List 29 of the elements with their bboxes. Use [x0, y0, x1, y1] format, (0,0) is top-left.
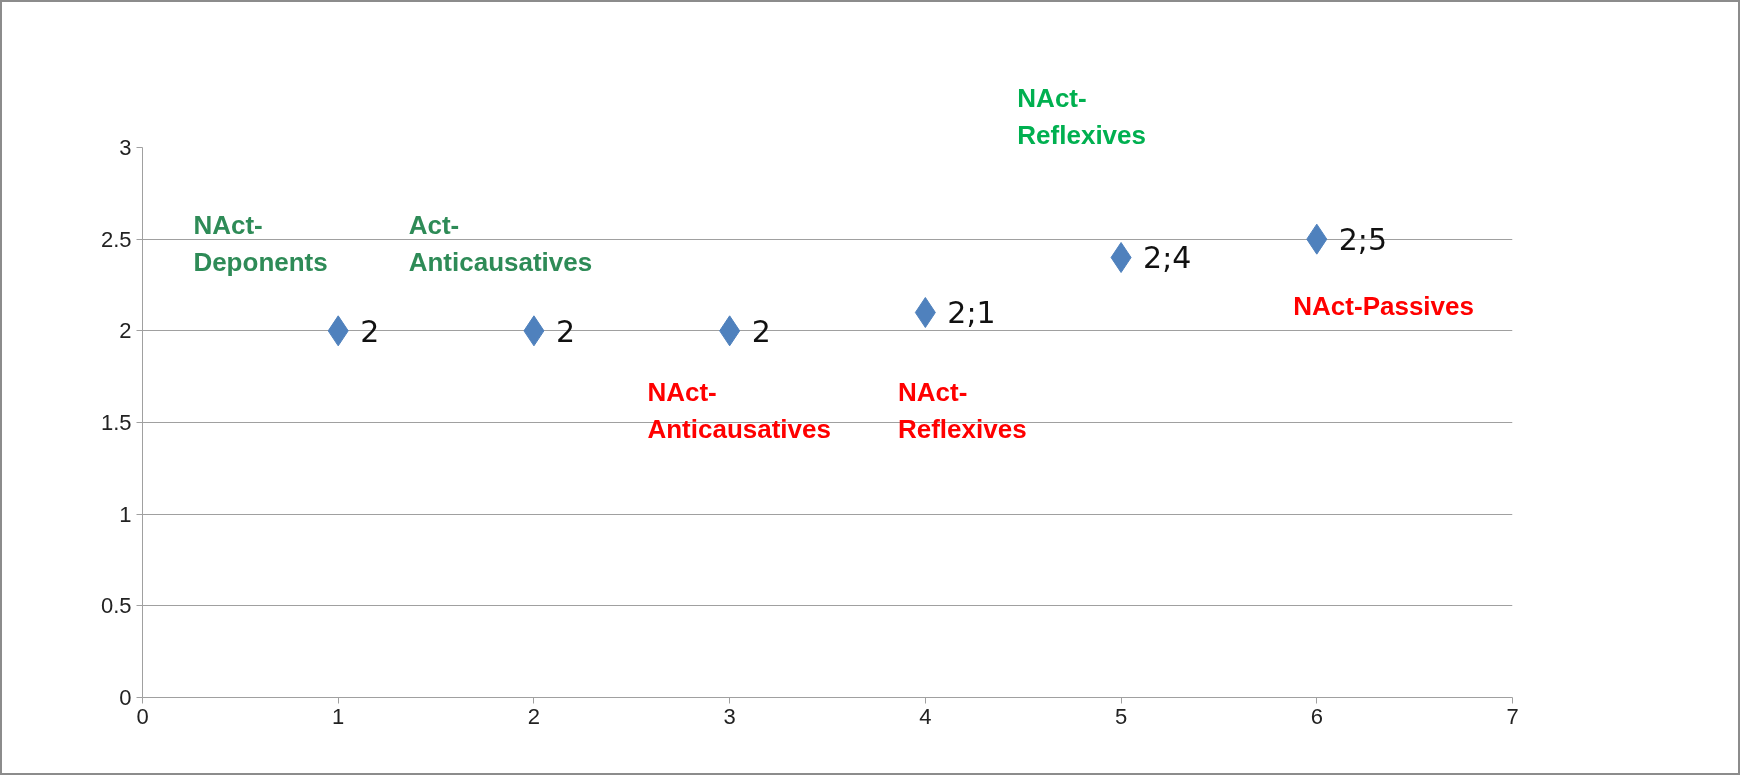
x-tick-label: 3: [723, 703, 736, 729]
data-label: 2;5: [1338, 221, 1388, 257]
data-label: 2;1: [947, 295, 996, 330]
data-label: 2;4: [1143, 240, 1192, 275]
x-tick-label: 5: [1114, 703, 1128, 729]
annotation: NAct- Deponents: [193, 209, 328, 278]
annotation: NAct- Anticausatives: [647, 376, 831, 445]
x-tick-label: 1: [332, 703, 345, 729]
x-tick-label: 7: [1506, 703, 1519, 729]
annotation: NAct-Passives: [1293, 290, 1474, 321]
x-tick-label: 4: [919, 703, 932, 729]
data-label: 2: [751, 313, 771, 349]
data-label: 2: [360, 313, 380, 349]
y-tick-label: 0: [119, 685, 132, 710]
annotation: Act- Anticausatives: [408, 209, 593, 278]
data-label: 2: [555, 313, 576, 349]
point: [914, 297, 936, 328]
x-tick-label: 2: [527, 703, 541, 729]
y-tick-label: 3: [119, 135, 132, 160]
x-tick-label: 0: [136, 703, 149, 729]
y-tick-label: 1: [119, 501, 132, 527]
annotation: NAct- Reflexives: [1017, 82, 1146, 150]
point: [1110, 242, 1132, 273]
y-tick-label: 2: [119, 318, 132, 344]
y-tick-label: 2.5: [100, 226, 132, 252]
y-tick-label: 1.5: [100, 410, 132, 435]
x-tick-label: 6: [1310, 703, 1323, 729]
y-tick-label: 0.5: [100, 593, 132, 619]
annotation: NAct- Reflexives: [897, 376, 1027, 445]
